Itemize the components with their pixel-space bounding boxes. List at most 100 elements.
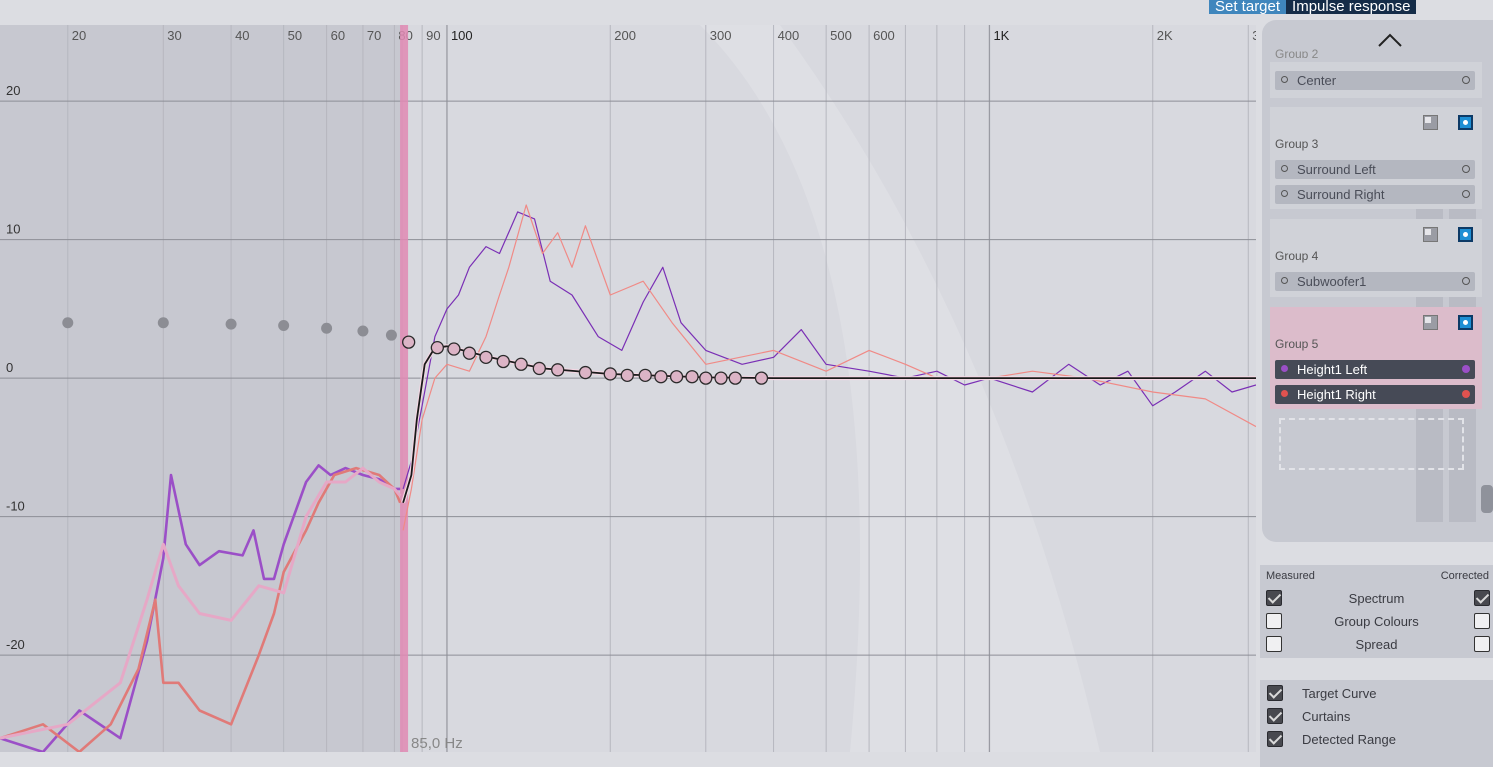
target-point [603,367,617,381]
channel-dot-icon [1281,76,1288,83]
tab-impulse-response[interactable]: Impulse response [1286,0,1417,14]
x-tick-label: 200 [614,28,636,43]
group-visibility-icon[interactable] [1458,315,1473,330]
new-group-drop-zone[interactable] [1279,418,1464,470]
target-point [479,350,493,364]
channel-row-surround-right[interactable]: Surround Right [1275,185,1475,204]
mode-tabs: Set target Impulse response [1209,0,1417,14]
spread-measured-checkbox[interactable] [1266,636,1282,652]
channel-dot-icon [1281,365,1288,372]
target-point-inactive [385,329,397,341]
channel-group-panel: Group 2 Center Group 3 Surround Left Sur… [1262,20,1493,542]
detected-range-checkbox[interactable] [1267,731,1283,747]
channel-dot-icon [1281,390,1288,397]
x-tick-label: 1K [993,28,1009,43]
target-point [685,370,699,384]
channel-dot-icon [1462,365,1470,373]
group-name: Group 3 [1275,137,1319,151]
channel-label: Height1 Left [1297,362,1368,377]
group-colours-corrected-checkbox[interactable] [1474,613,1490,629]
series-line [0,466,402,752]
target-point-inactive [278,319,290,331]
target-point [514,357,528,371]
channel-row-height1-left[interactable]: Height1 Left [1275,360,1475,379]
y-tick-label: 20 [6,83,20,98]
spectrum-corrected-checkbox[interactable] [1474,590,1490,606]
x-tick-label: 600 [873,28,895,43]
target-point-inactive [62,317,74,329]
y-tick-label: 0 [6,360,13,375]
target-point-inactive [157,317,169,329]
curtain-edge [400,25,409,752]
channel-row-height1-right[interactable]: Height1 Right [1275,385,1475,404]
group-name: Group 4 [1275,249,1319,263]
channel-dot-icon [1281,277,1288,284]
group-3-box: Group 3 Surround Left Surround Right [1270,107,1482,209]
group-visibility-icon[interactable] [1458,227,1473,242]
background-swirl [700,25,1100,752]
channel-label: Surround Left [1297,162,1376,177]
target-point [654,370,668,384]
channel-label: Surround Right [1297,187,1385,202]
x-tick-label: 50 [288,28,302,43]
spectrum-measured-checkbox[interactable] [1266,590,1282,606]
group-5-box: Group 5 Height1 Left Height1 Right [1270,307,1482,409]
detected-range-label: Detected Range [1302,732,1396,747]
group-colours-measured-checkbox[interactable] [1266,613,1282,629]
target-point [551,363,565,377]
channel-dot-icon [1281,165,1288,172]
target-point [447,342,461,356]
group-colours-label: Group Colours [1334,614,1419,629]
target-point-inactive [225,318,237,330]
group-layout-icon[interactable] [1423,227,1438,242]
channel-label: Subwoofer1 [1297,274,1367,289]
panel-scrollbar[interactable] [1481,485,1493,513]
y-tick-label: 10 [6,222,20,237]
series-line [402,204,1256,531]
group-2-box: Center [1270,62,1482,98]
tab-set-target[interactable]: Set target [1209,0,1287,14]
y-tick-label: -20 [6,637,25,652]
chevron-up-icon[interactable] [1375,30,1405,52]
group-4-box: Group 4 Subwoofer1 [1270,219,1482,297]
target-point [638,368,652,382]
frequency-response-plot[interactable]: 20304050607080901002003004005006001K2K32… [0,25,1256,752]
x-tick-label: 90 [426,28,440,43]
group-visibility-icon[interactable] [1458,115,1473,130]
display-options-panel: Measured Corrected Spectrum Group Colour… [1260,565,1493,658]
spread-corrected-checkbox[interactable] [1474,636,1490,652]
curtain-region [0,25,404,752]
target-curve-checkbox[interactable] [1267,685,1283,701]
measured-header: Measured [1266,570,1315,582]
target-point-inactive [321,322,333,334]
frequency-response-chart[interactable]: 20304050607080901002003004005006001K2K32… [0,25,1256,752]
group-name: Group 5 [1275,337,1319,351]
channel-dot-icon [1462,190,1470,198]
y-tick-label: -10 [6,499,25,514]
target-point-inactive [357,325,369,337]
channel-row-surround-left[interactable]: Surround Left [1275,160,1475,179]
target-point [496,354,510,369]
x-tick-label: 300 [710,28,732,43]
target-point [620,368,634,382]
channel-dot-icon [1281,190,1288,197]
x-tick-label: 40 [235,28,249,43]
target-point [669,370,684,384]
target-point [699,371,713,385]
channel-row-subwoofer1[interactable]: Subwoofer1 [1275,272,1475,291]
channel-row-center[interactable]: Center [1275,71,1475,90]
channel-dot-icon [1462,277,1470,285]
overlay-options-panel: Target Curve Curtains Detected Range [1260,680,1493,767]
group-layout-icon[interactable] [1423,315,1438,330]
curtains-checkbox[interactable] [1267,708,1283,724]
x-tick-label: 70 [367,28,381,43]
plot-bottom-bar [0,752,1256,767]
x-tick-label: 30 [167,28,181,43]
target-point [714,371,728,385]
group-layout-icon[interactable] [1423,115,1438,130]
channel-dot-icon [1462,76,1470,84]
target-point [728,371,742,385]
spread-label: Spread [1355,637,1398,652]
x-tick-label: 500 [830,28,852,43]
target-point [462,346,477,360]
